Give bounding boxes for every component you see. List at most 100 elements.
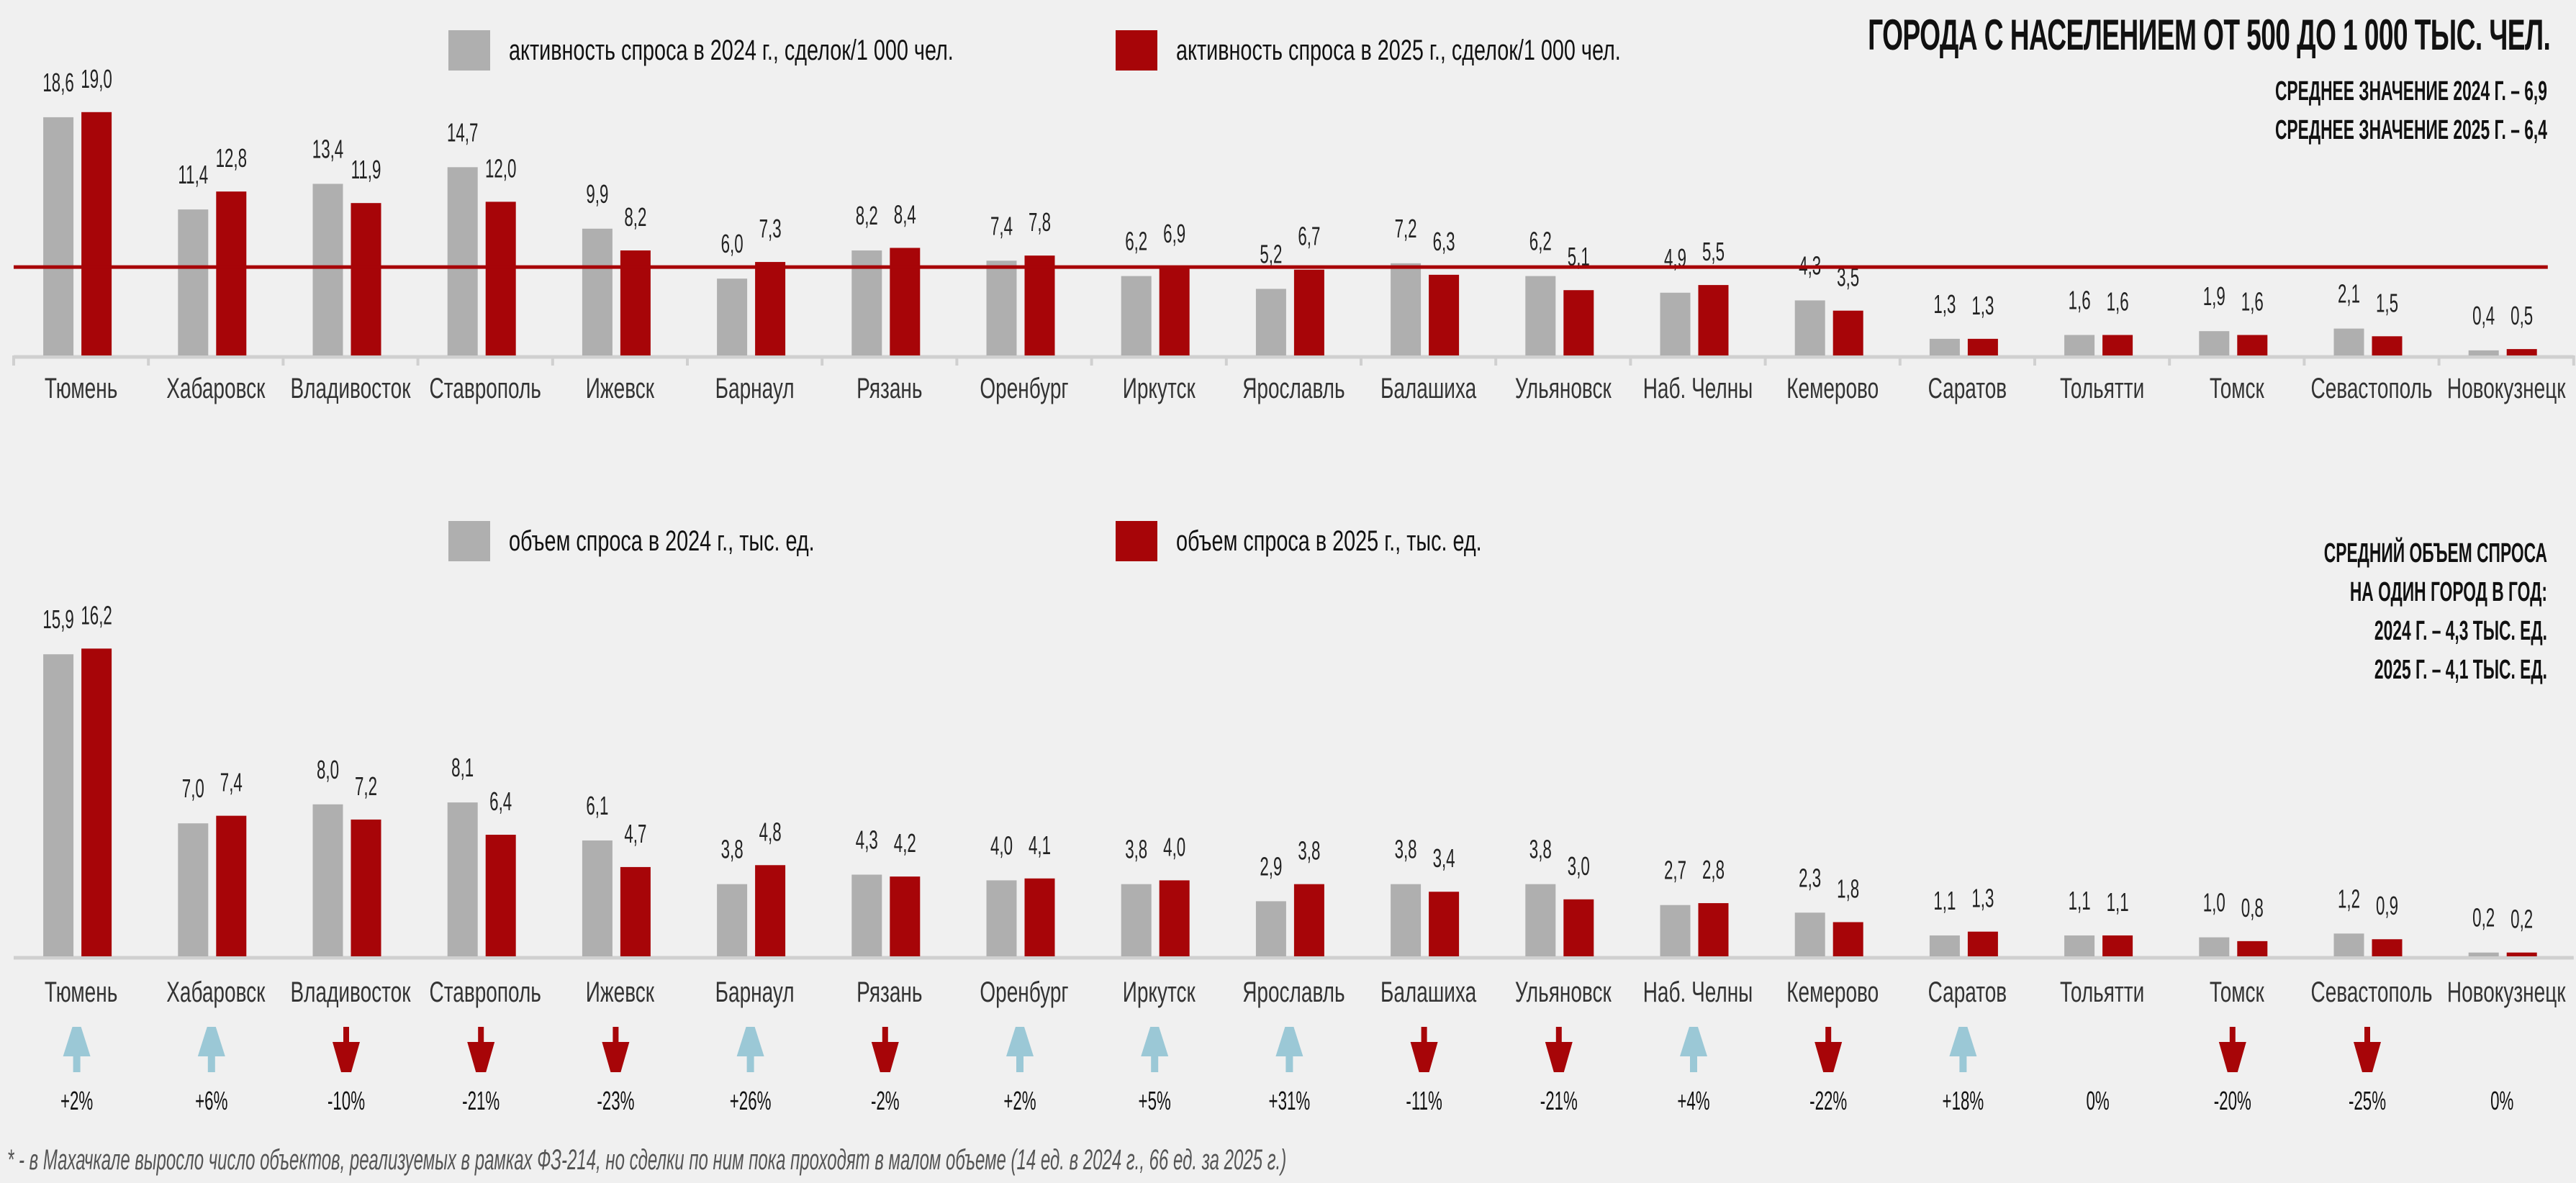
- category-group: 7,4 7,8 Оренбург: [980, 209, 1068, 404]
- activity-chart: 18,6 19,0 Тюмень 11,4 12,8 Хабаровск 13,4 11,9 В…: [12, 65, 2575, 405]
- bar-2024: [43, 117, 74, 356]
- value-label-2025: 2,8: [1702, 856, 1725, 885]
- legend-item-volume-2024: объем спроса в 2024 г., тыс. ед.: [448, 521, 934, 561]
- bar-2024: [1255, 901, 1286, 956]
- value-label-2025: 16,2: [81, 602, 112, 630]
- bar-2024: [1929, 338, 1960, 355]
- change-indicator: -20%: [2214, 1027, 2251, 1115]
- category-group: 2,1 1,5 Севастополь: [2310, 280, 2432, 404]
- category-group: 1,1 1,1 Тольятти: [2060, 887, 2144, 1009]
- bar-2024: [1660, 905, 1691, 956]
- change-percent-label: +5%: [1139, 1087, 1171, 1116]
- category-label: Ульяновск: [1515, 976, 1612, 1008]
- bar-2024: [582, 228, 613, 355]
- legend-label: объем спроса в 2025 г., тыс. ед.: [1176, 525, 1482, 557]
- category-group: 3,8 4,8 Барнаул: [715, 818, 795, 1008]
- value-label-2025: 7,2: [355, 773, 377, 802]
- category-group: 8,2 8,4 Рязань: [851, 201, 922, 404]
- bar-2025: [216, 191, 247, 355]
- category-label: Ярославль: [1242, 373, 1345, 404]
- category-label: Наб. Челны: [1643, 976, 1753, 1008]
- change-indicator: +26%: [730, 1027, 772, 1116]
- category-label: Хабаровск: [166, 976, 266, 1008]
- category-group: 6,1 4,7 Ижевск: [582, 792, 655, 1008]
- category-group: 1,1 1,3 Саратов: [1928, 884, 2007, 1008]
- value-label-2025: 4,2: [894, 830, 916, 858]
- value-label-2025: 0,9: [2376, 892, 2398, 921]
- value-label-2025: 1,8: [1837, 875, 1859, 904]
- bar-2025: [485, 835, 516, 956]
- category-group: 14,712,0 Ставрополь: [430, 119, 541, 404]
- change-percent-label: -25%: [2349, 1087, 2386, 1116]
- legend-swatch-2024: [448, 521, 490, 561]
- bar-2024: [43, 654, 74, 956]
- change-percent-label: -11%: [1406, 1087, 1442, 1116]
- value-label-2024: 9,9: [586, 181, 608, 209]
- value-label-2025: 7,4: [220, 769, 243, 797]
- change-indicator: +2%: [60, 1027, 93, 1115]
- bar-2024: [447, 167, 478, 355]
- value-label-2024: 0,2: [2472, 904, 2495, 933]
- bar-2024: [1121, 884, 1152, 956]
- change-indicator: +31%: [1269, 1027, 1310, 1115]
- value-label-2024: 7,0: [182, 775, 204, 804]
- value-label-2024: 15,9: [42, 606, 73, 635]
- average-note-2024: СРЕДНЕЕ ЗНАЧЕНИЕ 2024 Г. – 6,9: [2275, 76, 2547, 106]
- legend-item-activity-2025: активность спроса в 2025 г., сделок/1 00…: [1116, 30, 1794, 71]
- bar-2025: [216, 815, 247, 956]
- bar-2025: [2372, 336, 2403, 355]
- bar-2024: [312, 804, 343, 956]
- value-label-2024: 6,2: [1125, 227, 1147, 256]
- change-percent-label: +2%: [60, 1087, 93, 1116]
- bar-2024: [178, 823, 209, 956]
- value-label-2025: 3,4: [1433, 845, 1455, 874]
- average-volume-note-2025: 2025 Г. – 4,1 ТЫС. ЕД.: [2374, 655, 2547, 685]
- category-group: 2,7 2,8 Наб. Челны: [1643, 856, 1753, 1008]
- change-indicators: +2% +6% -10% -21% -23% +26% -2% +2% +5% +31% -11% -…: [60, 1027, 2513, 1115]
- category-label: Ижевск: [586, 373, 655, 404]
- change-indicator: -2%: [871, 1027, 900, 1115]
- category-group: 5,2 6,7 Ярославль: [1242, 222, 1345, 404]
- category-group: 9,9 8,2 Ижевск: [582, 181, 655, 404]
- change-percent-label: +26%: [730, 1087, 772, 1116]
- bar-2024: [2064, 935, 2095, 956]
- value-label-2025: 0,2: [2511, 905, 2533, 934]
- category-group: 6,2 6,9 Иркутск: [1121, 220, 1196, 404]
- category-label: Кемерово: [1786, 976, 1879, 1008]
- value-label-2024: 3,8: [1529, 835, 1552, 864]
- bar-2025: [2102, 935, 2133, 956]
- value-label-2024: 4,0: [990, 832, 1013, 861]
- bar-2024: [986, 880, 1017, 956]
- bar-2025: [2102, 335, 2133, 355]
- legend-label: объем спроса в 2024 г., тыс. ед.: [509, 525, 815, 557]
- bar-2024: [1660, 292, 1691, 355]
- value-label-2024: 2,3: [1799, 864, 1821, 893]
- category-group: 8,1 6,4 Ставрополь: [430, 754, 541, 1008]
- category-label: Владивосток: [291, 373, 412, 404]
- value-label-2025: 4,8: [759, 818, 782, 847]
- bar-2025: [1429, 274, 1460, 355]
- value-label-2025: 5,5: [1702, 238, 1725, 267]
- arrow-up-icon: [1141, 1027, 1169, 1072]
- category-label: Саратов: [1928, 373, 2007, 404]
- category-group: 1,2 0,9 Севастополь: [2310, 885, 2432, 1008]
- legend-swatch-2025: [1116, 30, 1157, 71]
- value-label-2025: 11,9: [351, 156, 381, 185]
- change-percent-label: -21%: [1540, 1087, 1578, 1116]
- bar-2024: [986, 260, 1017, 355]
- value-label-2025: 3,0: [1568, 853, 1590, 881]
- category-label: Томск: [2210, 373, 2265, 404]
- bar-2025: [1698, 903, 1729, 956]
- value-label-2024: 8,0: [317, 756, 339, 785]
- bar-2024: [717, 884, 748, 956]
- category-group: 7,2 6,3 Балашиха: [1380, 215, 1477, 405]
- bar-2025: [1293, 884, 1324, 956]
- category-group: 0,2 0,2 Новокузнецк: [2447, 904, 2566, 1008]
- category-group: 6,0 7,3 Барнаул: [715, 215, 795, 404]
- change-indicator: -21%: [1540, 1027, 1578, 1115]
- category-label: Севастополь: [2310, 976, 2432, 1008]
- change-percent-label: -22%: [1809, 1087, 1847, 1116]
- legend-label: активность спроса в 2025 г., сделок/1 00…: [1176, 34, 1621, 66]
- bar-2025: [1293, 269, 1324, 355]
- value-label-2025: 4,1: [1029, 832, 1051, 861]
